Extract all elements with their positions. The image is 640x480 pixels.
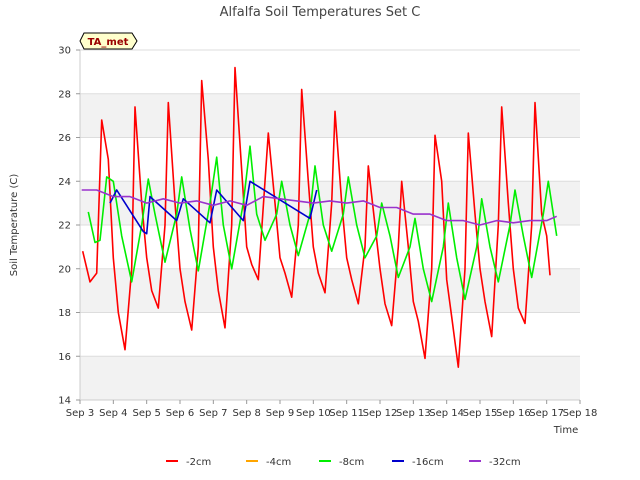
x-tick-label: Sep 6 <box>166 408 194 419</box>
x-axis-label: Time <box>553 425 578 436</box>
grid-band <box>80 93 580 138</box>
x-axis: Sep 3 Sep 4 Sep 5 Sep 6 Sep 7 Sep 8 Sep 9 Sep 1… <box>66 400 598 419</box>
legend-label: -4cm <box>266 457 291 468</box>
x-tick-label: Sep 9 <box>266 408 294 419</box>
y-tick-label: 20 <box>58 264 71 275</box>
grid-band <box>80 268 580 313</box>
series-layer <box>81 66 558 368</box>
legend-label: -8cm <box>339 457 364 468</box>
legend: -2cm -4cm -8cm -16cm -32cm <box>166 457 521 468</box>
series-line-2cm <box>81 66 551 368</box>
y-axis: 14 16 18 20 22 24 26 28 30 <box>58 46 80 407</box>
x-tick-label: Sep 16 <box>496 408 531 419</box>
y-tick-label: 24 <box>58 177 71 188</box>
x-tick-label: Sep 5 <box>132 408 160 419</box>
x-tick-label: Sep 3 <box>66 408 94 419</box>
x-tick-label: Sep 8 <box>232 408 260 419</box>
x-tick-label: Sep 14 <box>429 408 464 419</box>
y-tick-label: 18 <box>58 308 71 319</box>
x-tick-label: Sep 18 <box>563 408 598 419</box>
x-tick-label: Sep 15 <box>463 408 498 419</box>
y-tick-label: 26 <box>58 133 71 144</box>
y-tick-label: 28 <box>58 89 71 100</box>
y-tick-label: 22 <box>58 221 71 232</box>
legend-label: -2cm <box>186 457 211 468</box>
series-line-8cm <box>87 145 558 303</box>
y-tick-label: 14 <box>58 396 71 407</box>
badge-label: TA_met <box>88 37 129 48</box>
y-tick-label: 16 <box>58 352 71 363</box>
x-tick-label: Sep 7 <box>199 408 227 419</box>
x-tick-label: Sep 11 <box>329 408 364 419</box>
x-tick-label: Sep 17 <box>529 408 564 419</box>
legend-label: -16cm <box>412 457 444 468</box>
plot-background <box>79 49 580 401</box>
x-tick-label: Sep 10 <box>296 408 331 419</box>
y-tick-label: 30 <box>58 46 71 57</box>
y-axis-label: Soil Temperature (C) <box>9 174 20 277</box>
grid-band <box>80 356 580 400</box>
station-badge: TA_met <box>79 32 138 50</box>
legend-label: -32cm <box>489 457 521 468</box>
series-line-32cm <box>81 189 558 226</box>
x-tick-label: Sep 13 <box>396 408 431 419</box>
x-tick-label: Sep 12 <box>363 408 398 419</box>
series-line-16cm <box>109 180 318 235</box>
badge-box <box>79 32 138 50</box>
chart-title: Alfalfa Soil Temperatures Set C <box>220 5 421 20</box>
x-tick-label: Sep 4 <box>99 408 127 419</box>
